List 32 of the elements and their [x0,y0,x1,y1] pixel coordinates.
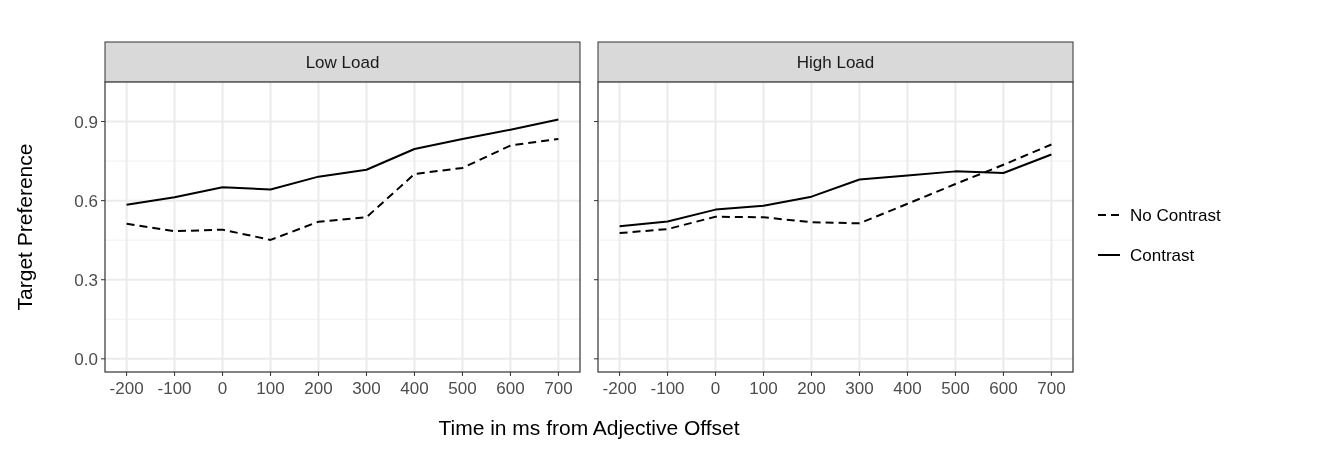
x-tick-label: 600 [496,379,525,398]
y-tick-label: 0.0 [74,349,98,369]
x-tick-label: -100 [650,379,685,398]
y-tick-label: 0.9 [74,112,98,132]
x-tick-label: 200 [304,379,333,398]
x-tick-label: -200 [109,379,144,398]
x-tick-label: 700 [1037,379,1066,398]
chart-title: High Load [796,53,875,72]
x-tick-label: 100 [749,379,778,398]
x-tick-label: 500 [448,379,477,398]
legend-label: Contrast [1130,246,1195,265]
x-tick-label: 300 [845,379,874,398]
legend-label: No Contrast [1130,206,1221,225]
x-tick-label: 300 [352,379,381,398]
x-tick-label: 700 [544,379,573,398]
x-tick-label: 0 [217,379,228,398]
x-tick-label: 200 [797,379,826,398]
x-tick-label: 100 [256,379,285,398]
line-series [125,137,560,241]
chart-title: Low Load [305,53,380,72]
x-tick-label: 600 [989,379,1018,398]
y-axis-title: Target Preference [13,143,36,311]
x-tick-label: -200 [602,379,637,398]
y-tick-label: 0.3 [74,270,98,290]
x-tick-label: -100 [157,379,192,398]
x-tick-label: 500 [941,379,970,398]
x-tick-label: 400 [400,379,429,398]
line-series [125,118,560,206]
x-axis-title: Time in ms from Adjective Offset [438,416,740,439]
x-tick-label: 0 [710,379,721,398]
x-tick-label: 400 [893,379,922,398]
y-tick-label: 0.6 [74,191,98,211]
